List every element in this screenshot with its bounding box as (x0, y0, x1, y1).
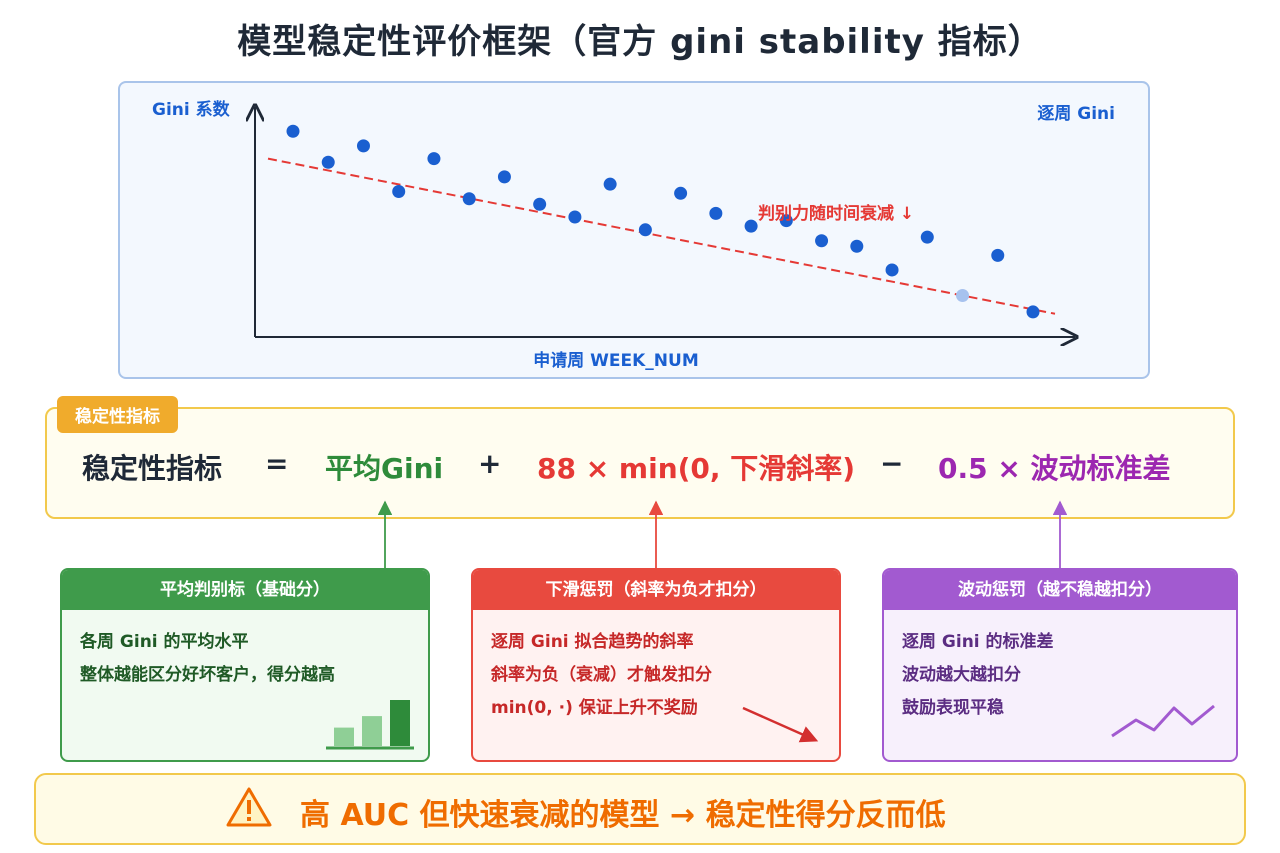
volatility-penalty-card-line: 波动越大越扣分 (902, 665, 1021, 685)
data-point (286, 124, 300, 138)
data-point (603, 177, 617, 191)
decay-annotation: 判别力随时间衰减 ↓ (758, 203, 914, 224)
data-point (956, 289, 970, 302)
trend-line (267, 157, 1056, 315)
data-point (462, 192, 476, 206)
data-point (533, 197, 547, 211)
data-point (427, 152, 441, 166)
formula-volatility-term: 0.5 × 波动标准差 (938, 452, 1171, 485)
data-point (321, 155, 335, 169)
formula-lhs: 稳定性指标 (82, 452, 223, 485)
formula-avg-gini: 平均Gini (325, 452, 444, 485)
volatility-penalty-card-line: 鼓励表现平稳 (902, 698, 1004, 718)
gini-chart-panel: Gini 系数 申请周 WEEK_NUM 逐周 Gini 判别力随时间衰减 ↓ (118, 81, 1150, 379)
data-point (356, 139, 370, 153)
slope-penalty-card-line: 逐周 Gini 拟合趋势的斜率 (491, 632, 694, 652)
avg-gini-card-line: 各周 Gini 的平均水平 (80, 632, 249, 652)
formula-box (45, 407, 1235, 519)
data-point (779, 214, 793, 228)
formula-slope-term: 88 × min(0, 下滑斜率) (537, 452, 856, 485)
volatility-penalty-card: 波动惩罚（越不稳越扣分） 逐周 Gini 的标准差 波动越大越扣分 鼓励表现平稳 (882, 568, 1238, 762)
conclusion-text: 高 AUC 但快速衰减的模型 → 稳定性得分反而低 (300, 798, 946, 833)
avg-gini-card-title: 平均判别标（基础分） (62, 570, 428, 610)
data-point (920, 230, 934, 244)
slope-penalty-card-title: 下滑惩罚（斜率为负才扣分） (473, 570, 839, 610)
slope-penalty-card: 下滑惩罚（斜率为负才扣分） 逐周 Gini 拟合趋势的斜率 斜率为负（衰减）才触… (471, 568, 841, 762)
data-point (392, 184, 406, 198)
avg-gini-card-line: 整体越能区分好坏客户，得分越高 (80, 665, 335, 685)
icon-bar (334, 727, 354, 746)
volatility-penalty-card-title: 波动惩罚（越不稳越扣分） (884, 570, 1236, 610)
formula-tag: 稳定性指标 (57, 396, 178, 433)
legend-label: 逐周 Gini (1037, 104, 1115, 124)
data-point (709, 206, 723, 220)
data-point (744, 219, 758, 233)
y-axis-label: Gini 系数 (152, 99, 231, 120)
data-point (850, 239, 864, 253)
x-axis-label: 申请周 WEEK_NUM (533, 350, 699, 371)
icon-bar (390, 700, 410, 746)
gini-scatter-chart: Gini 系数 申请周 WEEK_NUM 逐周 Gini 判别力随时间衰减 ↓ (152, 99, 1115, 371)
zigzag-line-icon (1111, 704, 1215, 738)
data-point (568, 210, 582, 224)
data-point (1026, 305, 1040, 319)
page-title: 模型稳定性评价框架（官方 gini stability 指标） (237, 22, 1043, 62)
icon-bar (362, 716, 382, 746)
down-trend-arrow-icon (742, 706, 819, 743)
volatility-penalty-card-line: 逐周 Gini 的标准差 (902, 632, 1054, 652)
data-point (991, 248, 1005, 262)
formula-minus: − (880, 447, 904, 480)
slope-penalty-card-line: 斜率为负（衰减）才触发扣分 (491, 665, 712, 685)
warning-icon (226, 787, 272, 827)
data-point (815, 234, 829, 248)
slope-penalty-card-line: min(0, ·) 保证上升不奖励 (491, 698, 698, 718)
data-point (638, 223, 652, 237)
bar-chart-icon (326, 700, 414, 750)
formula-equals: = (265, 447, 289, 480)
data-point (497, 170, 511, 184)
formula-plus: + (478, 447, 502, 480)
data-point (674, 186, 688, 200)
data-point (885, 263, 899, 277)
avg-gini-card: 平均判别标（基础分） 各周 Gini 的平均水平 整体越能区分好坏客户，得分越高 (60, 568, 430, 762)
